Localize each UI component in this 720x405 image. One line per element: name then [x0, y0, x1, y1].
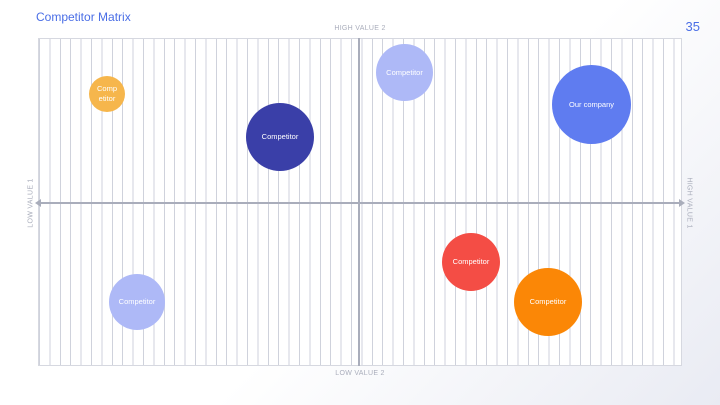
- bubble-label: Competitor: [529, 297, 567, 306]
- right-arrow-icon: [679, 199, 685, 207]
- page-number: 35: [685, 19, 700, 34]
- vertical-axis: [358, 38, 360, 366]
- bubble-label: Competitor: [261, 132, 299, 141]
- bubble-label: Competitor: [118, 297, 156, 306]
- axis-label-top: HIGH VALUE 2: [334, 25, 386, 32]
- bubble-competitor-lavender-top: Competitor: [376, 44, 433, 101]
- bubble-competitor-orange-large: Competitor: [514, 268, 582, 336]
- bubble-competitor-navy: Competitor: [246, 103, 314, 171]
- left-arrow-icon: [35, 199, 41, 207]
- bubble-competitor-red: Competitor: [442, 233, 500, 291]
- bubble-our-company: Our company: [552, 65, 631, 144]
- bubble-competitor-lavender-bottom: Competitor: [109, 274, 165, 330]
- bubble-label: Competitor: [452, 257, 490, 266]
- bubble-label: Our company: [568, 99, 615, 109]
- bubble-label: Competitor: [96, 84, 117, 103]
- axis-label-left: LOW VALUE 1: [27, 178, 35, 228]
- horizontal-axis: [38, 202, 682, 204]
- bubble-label: Competitor: [386, 67, 423, 77]
- axis-label-right: HIGH VALUE 1: [685, 177, 693, 229]
- bubble-competitor-orange-small: Competitor: [89, 76, 125, 112]
- axis-label-bottom: LOW VALUE 2: [335, 370, 385, 377]
- slide-title: Competitor Matrix: [36, 10, 131, 24]
